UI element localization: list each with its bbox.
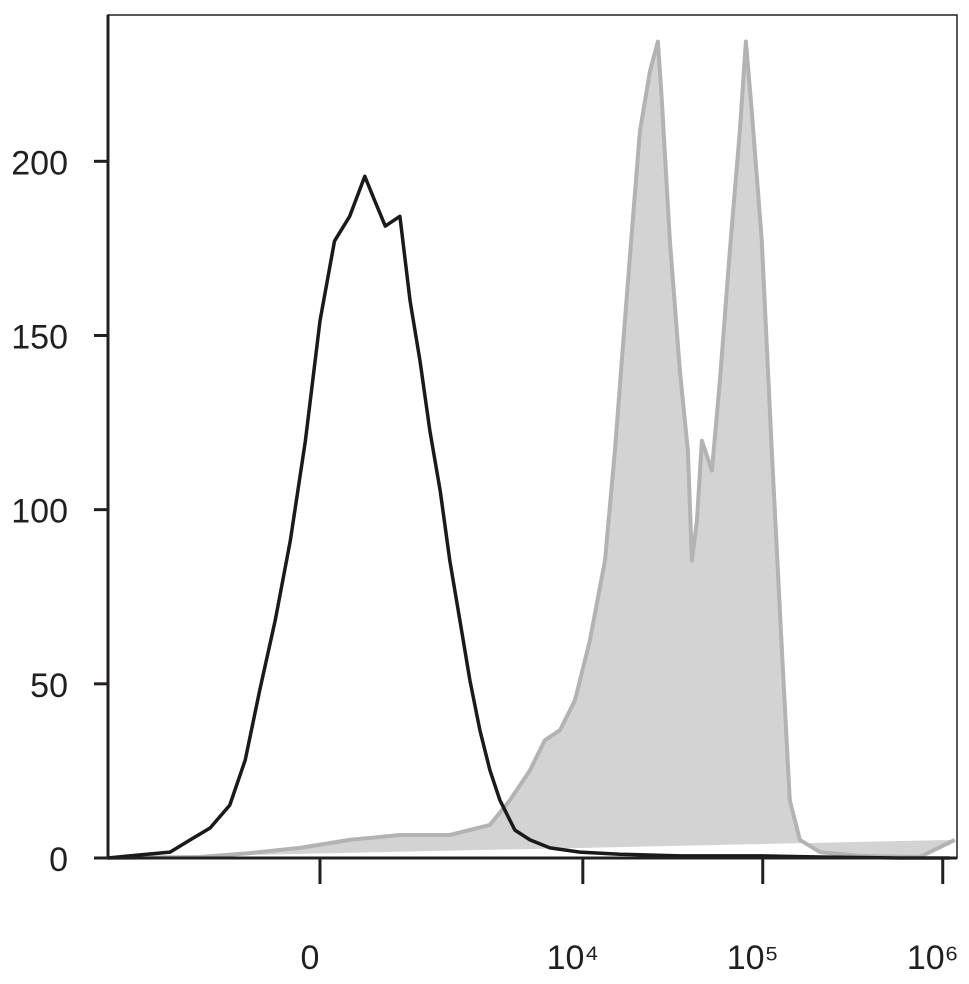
y-tick-label: 200 — [11, 144, 68, 182]
x-tick-label: 0 — [301, 939, 320, 977]
y-tick-label: 50 — [30, 667, 68, 705]
y-tick-label: 100 — [11, 493, 68, 531]
x-tick-label: 10⁴ — [547, 939, 599, 977]
plot-frame — [107, 14, 958, 859]
x-tick-label: 10⁵ — [727, 939, 779, 977]
x-tick-label: 10⁶ — [907, 939, 959, 977]
histogram-area — [107, 39, 956, 860]
y-tick-label: 150 — [11, 318, 68, 356]
histogram-line — [107, 174, 950, 860]
y-tick-label: 0 — [49, 841, 68, 879]
